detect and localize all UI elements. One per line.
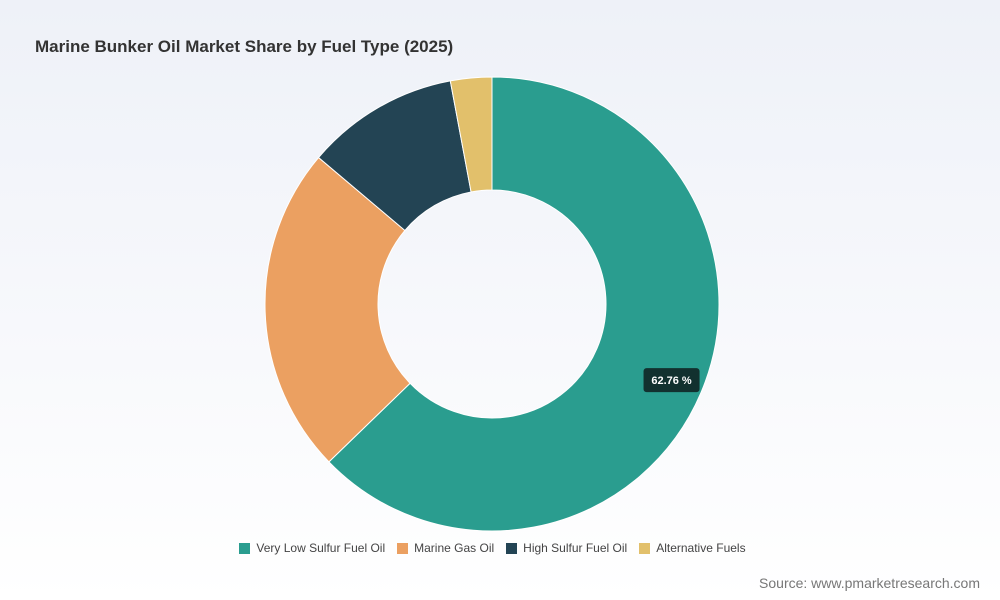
legend-item[interactable]: Alternative Fuels [639,541,746,555]
legend: Very Low Sulfur Fuel Oil Marine Gas Oil Hi… [0,541,985,555]
source: Source: www.pmarketresearch.com [759,575,980,591]
legend-swatch [239,542,251,554]
legend-label: High Sulfur Fuel Oil [523,541,628,555]
legend-item[interactable]: High Sulfur Fuel Oil [506,541,627,555]
donut-slice [264,156,411,463]
legend-label: Very Low Sulfur Fuel Oil [256,541,386,555]
data-label: 62.76 % [643,368,700,393]
legend-label: Marine Gas Oil [414,541,495,555]
donut-slice [449,76,493,193]
label-box [643,368,700,393]
donut-slice [328,76,720,532]
label-text: 62.76 % [651,375,692,387]
legend-item[interactable]: Marine Gas Oil [397,541,494,555]
legend-swatch [639,542,651,554]
chart-title: Marine Bunker Oil Market Share by Fuel T… [35,37,454,56]
legend-item[interactable]: Very Low Sulfur Fuel Oil [239,541,385,555]
legend-label: Alternative Fuels [656,541,746,555]
legend-swatch [397,542,409,554]
legend-swatch [506,542,518,554]
